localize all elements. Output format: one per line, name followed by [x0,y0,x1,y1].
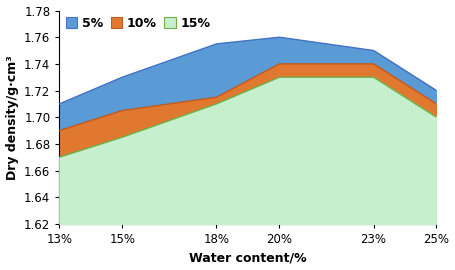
X-axis label: Water content/%: Water content/% [189,251,307,264]
Legend: 5%, 10%, 15%: 5%, 10%, 15% [63,14,213,32]
Y-axis label: Dry density/g·cm³: Dry density/g·cm³ [5,55,19,180]
